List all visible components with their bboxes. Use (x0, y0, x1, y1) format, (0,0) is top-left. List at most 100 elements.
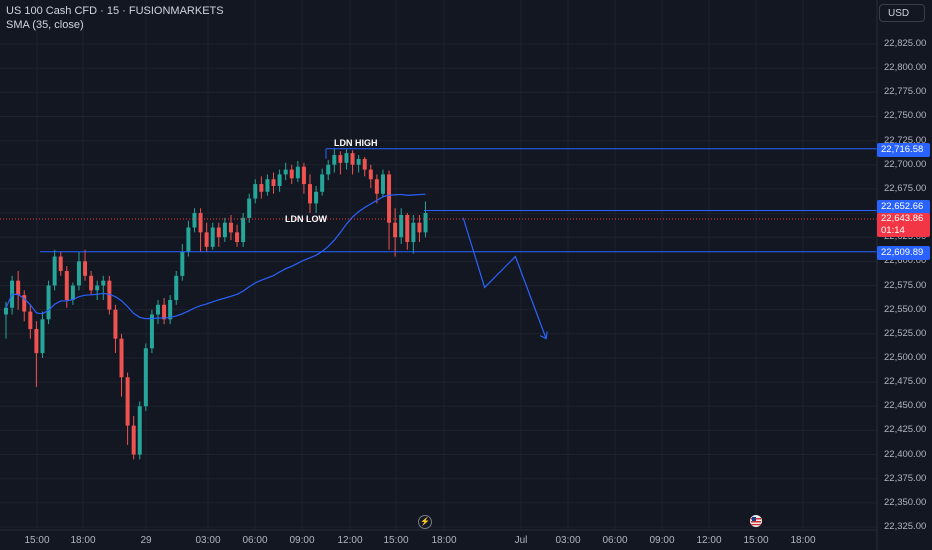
candle[interactable] (344, 149, 349, 170)
candle[interactable] (101, 275, 106, 300)
candle[interactable] (411, 214, 416, 254)
candle[interactable] (95, 280, 100, 300)
time-tick-label: 15:00 (24, 535, 50, 546)
candle[interactable] (125, 372, 130, 445)
candle[interactable] (301, 162, 306, 194)
candle[interactable] (149, 309, 154, 354)
candle[interactable] (4, 301, 8, 339)
candle[interactable] (356, 155, 361, 173)
candle[interactable] (417, 214, 422, 243)
candle[interactable] (16, 271, 21, 310)
candle[interactable] (247, 193, 252, 223)
candle[interactable] (198, 208, 203, 252)
candle[interactable] (380, 169, 385, 198)
us-flag-icon[interactable] (750, 515, 762, 527)
candle[interactable] (210, 222, 215, 250)
candle[interactable] (204, 222, 209, 252)
candle[interactable] (180, 243, 185, 281)
candle[interactable] (368, 164, 373, 188)
candle-body (107, 280, 112, 310)
candle[interactable] (76, 251, 81, 291)
lightning-icon[interactable]: ⚡ (418, 515, 432, 529)
ldn-high-label[interactable]: LDN HIGH (334, 138, 378, 148)
candle-body (228, 222, 233, 233)
candle[interactable] (174, 271, 179, 305)
candle-body (216, 227, 221, 238)
time-tick-label: 15:00 (383, 535, 409, 546)
candle[interactable] (332, 148, 337, 173)
candle[interactable] (143, 343, 148, 412)
candle[interactable] (192, 208, 197, 233)
candle[interactable] (253, 179, 258, 204)
candle-body (113, 309, 118, 339)
upper-level-price-tag: 22,652.66 (877, 200, 930, 214)
candle[interactable] (277, 169, 282, 192)
candle[interactable] (350, 150, 355, 175)
candle[interactable] (58, 251, 63, 276)
candle[interactable] (308, 174, 312, 214)
price-tick-label: 22,350.00 (884, 496, 927, 508)
candle[interactable] (235, 224, 240, 247)
candle-body (271, 179, 276, 187)
candle[interactable] (314, 186, 319, 214)
price-tick-label: 22,500.00 (884, 351, 927, 363)
candle[interactable] (83, 249, 88, 281)
candle[interactable] (107, 275, 112, 315)
candle[interactable] (119, 333, 124, 397)
candle[interactable] (162, 298, 167, 325)
candle[interactable] (387, 170, 392, 250)
candle[interactable] (259, 176, 264, 199)
candle[interactable] (374, 174, 379, 204)
candle-body (198, 213, 203, 233)
candle[interactable] (22, 290, 27, 322)
candle-body (380, 174, 385, 194)
candle[interactable] (320, 168, 325, 196)
candle[interactable] (216, 222, 221, 247)
candle[interactable] (405, 213, 410, 250)
currency-button[interactable]: USD (879, 4, 925, 22)
candle[interactable] (265, 174, 270, 196)
price-axis[interactable]: 22,825.00 22,800.00 22,775.00 22,750.00 22,7… (877, 0, 932, 550)
time-tick-label: 06:00 (602, 535, 628, 546)
candle-body (28, 311, 33, 329)
candle[interactable] (399, 208, 404, 244)
candle[interactable] (222, 217, 227, 243)
candle[interactable] (338, 151, 343, 175)
candle[interactable] (271, 172, 276, 194)
price-tick-label: 22,550.00 (884, 303, 927, 315)
candle-body (253, 184, 258, 199)
candle[interactable] (46, 280, 51, 325)
price-tick-label: 22,375.00 (884, 472, 927, 484)
candle[interactable] (393, 208, 398, 257)
candle[interactable] (34, 321, 39, 387)
price-tick-label: 22,325.00 (884, 521, 927, 532)
candle[interactable] (228, 214, 233, 241)
candle[interactable] (186, 220, 191, 257)
candle[interactable] (28, 304, 33, 339)
candle[interactable] (131, 415, 136, 460)
candle[interactable] (89, 271, 94, 296)
candle[interactable] (113, 304, 118, 354)
candle-body (289, 169, 294, 179)
candle[interactable] (241, 213, 246, 247)
sma-indicator-label[interactable]: SMA (35, close) (6, 19, 84, 31)
chart-legend: US 100 Cash CFD · 15 · FUSIONMARKETS SMA… (6, 4, 224, 32)
candle[interactable] (295, 160, 300, 183)
candle[interactable] (70, 282, 75, 305)
candle-body (308, 184, 312, 204)
candle[interactable] (40, 311, 45, 358)
ldn-low-label[interactable]: LDN LOW (285, 214, 327, 224)
candle-body (89, 275, 94, 291)
candle[interactable] (326, 159, 331, 181)
time-tick-label: 15:00 (743, 535, 769, 546)
candle[interactable] (423, 201, 428, 238)
symbol-title[interactable]: US 100 Cash CFD · 15 · FUSIONMARKETS (6, 5, 224, 17)
candle[interactable] (52, 249, 57, 291)
candle[interactable] (168, 295, 173, 325)
candle[interactable] (156, 299, 160, 325)
candle[interactable] (362, 157, 367, 177)
candle[interactable] (283, 162, 288, 181)
candle[interactable] (289, 164, 294, 185)
candle[interactable] (137, 401, 142, 460)
